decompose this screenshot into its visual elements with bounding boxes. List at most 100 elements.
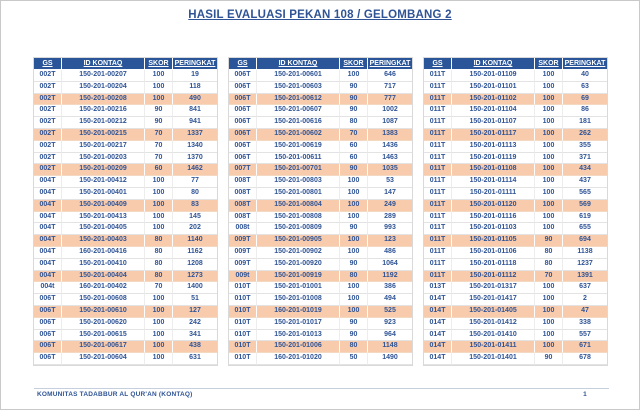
- table-cell: 70: [145, 282, 173, 295]
- table-cell: 150-201-01113: [452, 140, 535, 153]
- table-cell: 160-201-01019: [257, 305, 340, 318]
- table-cell: 80: [340, 270, 368, 283]
- table-cell: 100: [535, 70, 563, 82]
- table-row: 002T 150-201-00204 100 118: [34, 81, 217, 94]
- table-cell: 1490: [368, 353, 412, 365]
- table-cell: 006T: [229, 152, 257, 165]
- table-cell: 1340: [173, 140, 217, 153]
- table-cell: 90: [535, 235, 563, 247]
- table-cell: 150-201-00607: [257, 105, 340, 118]
- table-cell: 006T: [229, 93, 257, 106]
- table-cell: 60: [340, 152, 368, 165]
- table-cell: 006T: [34, 294, 62, 306]
- table-cell: 006T: [229, 70, 257, 82]
- table-cell: 150-201-00410: [62, 258, 145, 271]
- table-row: 010T 150-201-01017 90 923: [229, 317, 412, 330]
- table-cell: 569: [563, 199, 607, 212]
- table-cell: 1273: [173, 270, 217, 283]
- table-cell: 009T: [229, 235, 257, 247]
- table-cell: 100: [145, 329, 173, 342]
- table-cell: 150-201-00608: [62, 294, 145, 306]
- table-cell: 004T: [34, 258, 62, 271]
- table-cell: 646: [368, 70, 412, 82]
- footer-divider: [34, 388, 609, 389]
- table-cell: 150-201-01111: [452, 187, 535, 200]
- table-cell: 150-201-00401: [62, 187, 145, 200]
- table-row: 011T 150-201-01106 80 1138: [424, 246, 607, 259]
- table-row: 006T 150-201-00608 100 51: [34, 294, 217, 306]
- table-row: 002T 150-201-00208 100 490: [34, 93, 217, 106]
- table-row: 008T 150-201-00808 100 289: [229, 211, 412, 224]
- table-cell: 011T: [424, 81, 452, 94]
- table-cell: 150-201-01104: [452, 105, 535, 118]
- table-cell: 150-201-01114: [452, 176, 535, 188]
- table-cell: 386: [368, 282, 412, 295]
- table-cell: 150-201-00604: [62, 353, 145, 365]
- table-cell: 100: [340, 199, 368, 212]
- table-cell: 80: [340, 341, 368, 354]
- table-cell: 009t: [229, 270, 257, 283]
- table-cell: 100: [535, 341, 563, 354]
- table-cell: 150-201-00207: [62, 70, 145, 82]
- table-cell: 150-201-00403: [62, 235, 145, 247]
- table-cell: 694: [563, 235, 607, 247]
- table-cell: 100: [535, 128, 563, 141]
- table-cell: 010T: [229, 317, 257, 330]
- table-cell: 1087: [368, 117, 412, 129]
- table-row: 014T 150-201-01417 100 2: [424, 294, 607, 306]
- table-cell: 150-201-00217: [62, 140, 145, 153]
- table-row: 010T 150-201-01008 100 494: [229, 294, 412, 306]
- table-cell: 19: [173, 70, 217, 82]
- table-row: 002T 150-201-00217 70 1340: [34, 140, 217, 153]
- table-row: 004T 160-201-00416 80 1162: [34, 246, 217, 259]
- table-cell: 100: [340, 294, 368, 306]
- table-cell: 100: [340, 246, 368, 259]
- table-cell: 145: [173, 211, 217, 224]
- table-cell: 014T: [424, 341, 452, 354]
- table-cell: 964: [368, 329, 412, 342]
- table-cell: 006T: [34, 353, 62, 365]
- column-header: ID KONTAQ: [257, 58, 340, 70]
- table-cell: 150-201-00610: [62, 305, 145, 318]
- table-row: 011T 150-201-01105 90 694: [424, 235, 607, 247]
- table-row: 004T 150-201-00405 100 202: [34, 223, 217, 236]
- table-cell: 008T: [229, 187, 257, 200]
- table-cell: 90: [340, 329, 368, 342]
- table-cell: 150-201-00215: [62, 128, 145, 141]
- table-cell: 013T: [424, 282, 452, 295]
- table-cell: 014T: [424, 329, 452, 342]
- table-cell: 010T: [229, 294, 257, 306]
- evaluation-table-middle: GS ID KONTAQ SKOR PERINGKAT 006T 150-201-0060…: [229, 58, 412, 365]
- table-cell: 100: [145, 341, 173, 354]
- table-cell: 150-201-00203: [62, 152, 145, 165]
- table-cell: 80: [145, 235, 173, 247]
- table-row: 006T 150-201-00620 100 242: [34, 317, 217, 330]
- table-cell: 1391: [563, 270, 607, 283]
- table-row: 010T 150-201-01001 100 386: [229, 282, 412, 295]
- table-row: 006T 150-201-00602 70 1383: [229, 128, 412, 141]
- table-cell: 90: [340, 317, 368, 330]
- table-row: 002T 150-201-00216 90 841: [34, 105, 217, 118]
- table-row: 011T 150-201-01114 100 437: [424, 176, 607, 188]
- table-row: 010T 150-201-01006 80 1148: [229, 341, 412, 354]
- column-header: PERINGKAT: [563, 58, 607, 70]
- table-cell: 150-201-01008: [257, 294, 340, 306]
- table-cell: 004T: [34, 199, 62, 212]
- table-cell: 150-201-00603: [257, 81, 340, 94]
- table-cell: 004T: [34, 187, 62, 200]
- table-cell: 150-201-00619: [257, 140, 340, 153]
- table-cell: 1138: [563, 246, 607, 259]
- table-cell: 004T: [34, 270, 62, 283]
- table-cell: 150-201-01107: [452, 117, 535, 129]
- table-row: 011T 150-201-01103 100 655: [424, 223, 607, 236]
- table-cell: 355: [563, 140, 607, 153]
- table-cell: 160-201-00402: [62, 282, 145, 295]
- table-cell: 150-201-00803: [257, 176, 340, 188]
- table-cell: 004T: [34, 246, 62, 259]
- table-cell: 90: [340, 164, 368, 177]
- table-row: 006T 150-201-00601 100 646: [229, 70, 412, 82]
- table-cell: 002T: [34, 164, 62, 177]
- table-cell: 1035: [368, 164, 412, 177]
- table-cell: 100: [145, 353, 173, 365]
